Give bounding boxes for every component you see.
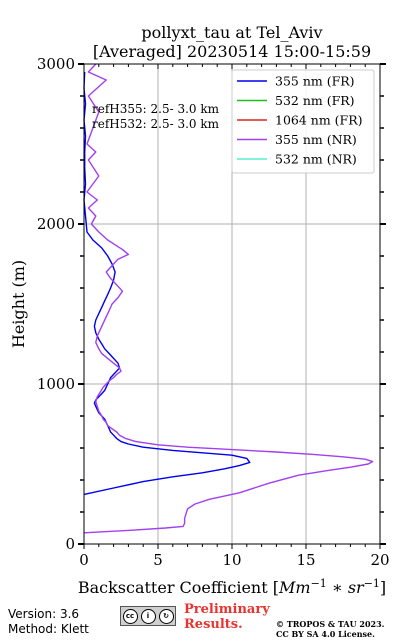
copyright-line1: © TROPOS & TAU 2023. [276, 619, 385, 629]
ref-height-355: refH355: 2.5- 3.0 km [92, 102, 220, 116]
y-tick-label: 3000 [37, 55, 75, 73]
series-line-4 [83, 63, 374, 534]
plot-frame [83, 63, 381, 545]
cc-icon: cc [122, 608, 138, 624]
method-text: Method: Klett [8, 622, 89, 636]
legend-entry-label: 532 nm (NR) [275, 152, 357, 167]
preliminary-line1: Preliminary [184, 602, 270, 617]
legend-entry-label: 532 nm (FR) [275, 93, 355, 108]
backscatter-profile-chart: pollyxt_tau at Tel_Aviv [Averaged] 20230… [9, 23, 390, 597]
x-tick-label: 15 [296, 551, 315, 569]
y-tick-label: 1000 [37, 375, 75, 393]
y-tick-label: 0 [65, 535, 75, 553]
series-line-1 [83, 71, 251, 496]
version-text: Version: 3.6 [8, 607, 80, 621]
chart-title-line1: pollyxt_tau at Tel_Aviv [141, 23, 322, 42]
preliminary-results-notice: Preliminary Results. [184, 602, 270, 632]
legend: 355 nm (FR) 532 nm (FR) 1064 nm (FR) 355 nm… [231, 69, 375, 174]
x-tick-label: 0 [79, 551, 89, 569]
legend-entry-label: 355 nm (NR) [275, 132, 357, 147]
legend-box [231, 69, 375, 174]
legend-entry-label: 355 nm (FR) [275, 74, 355, 89]
x-axis-label: Backscatter Coefficient [Mm−1 ∗ sr−1] [78, 577, 386, 597]
x-tick-label: 10 [222, 551, 241, 569]
legend-entry-label: 1064 nm (FR) [275, 113, 363, 128]
y-axis-label: Height (m) [9, 260, 28, 348]
y-axis-ticks: 0 1000 2000 3000 [37, 55, 386, 553]
copyright-notice: © TROPOS & TAU 2023. CC BY SA 4.0 Licens… [276, 619, 384, 639]
ref-height-532: refH532: 2.5- 3.0 km [92, 117, 220, 131]
y-tick-label: 2000 [37, 215, 75, 233]
x-tick-label: 20 [370, 551, 389, 569]
preliminary-line2: Results. [184, 617, 243, 632]
by-icon: i [140, 608, 156, 624]
series-lines [83, 63, 374, 534]
chart-title-line2: [Averaged] 20230514 15:00-15:59 [93, 42, 371, 61]
copyright-line2: CC BY SA 4.0 License. [276, 629, 375, 639]
cc-license-badge: cc i ↻ [120, 606, 176, 626]
x-tick-label: 5 [153, 551, 163, 569]
x-axis-ticks: 0 5 10 15 20 [79, 64, 390, 569]
sa-icon: ↻ [158, 608, 174, 624]
